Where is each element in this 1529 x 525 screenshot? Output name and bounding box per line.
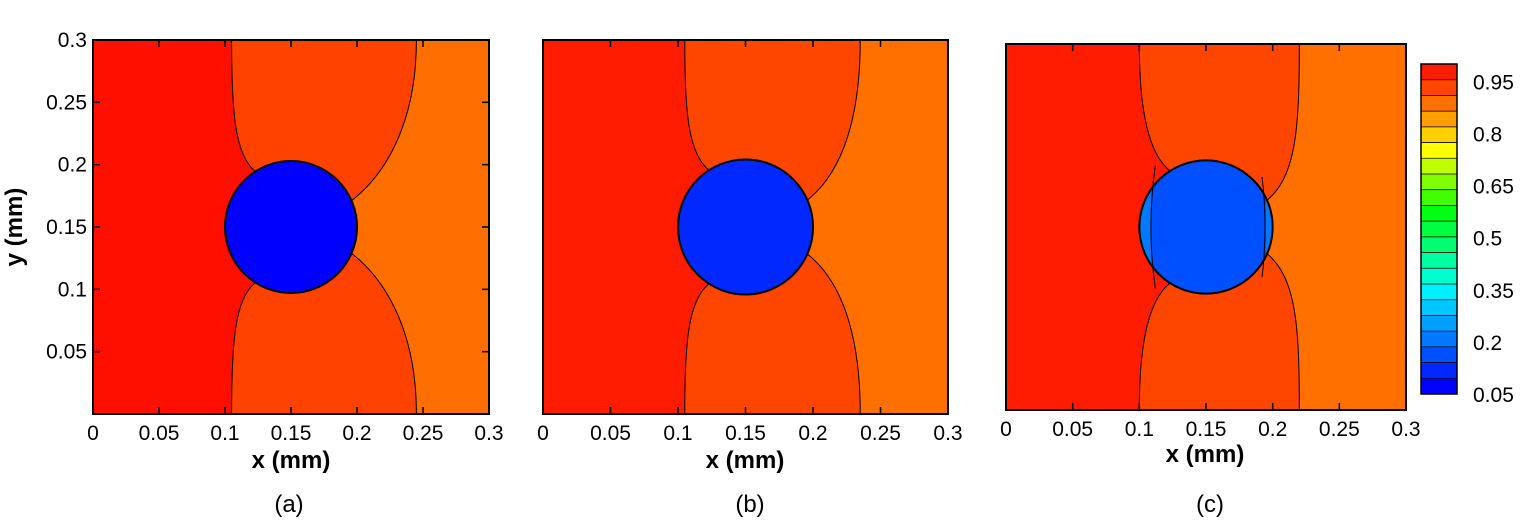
x-tick-label: 0.15 <box>1186 418 1227 441</box>
x-tick-label: 0.1 <box>210 422 239 445</box>
x-axis-label: x (mm) <box>706 447 785 474</box>
colorbar-band <box>1421 174 1457 191</box>
region-right <box>347 40 489 414</box>
panel-a: 0 0.05 0.1 0.15 0.2 0.25 0.3 0.05 0.1 0.15 0.2 0.2… <box>1 29 504 518</box>
y-tick-label: 0.05 <box>46 341 87 364</box>
y-axis-label: y (mm) <box>1 188 28 267</box>
particle-circle <box>677 158 814 296</box>
x-tick-label: 0 <box>87 422 99 445</box>
region-right <box>802 40 948 414</box>
x-ticks: 0 0.05 0.1 0.15 0.2 0.25 0.3 <box>1000 44 1421 441</box>
x-tick-label: 0 <box>1000 418 1012 441</box>
contour-line-left <box>231 40 256 414</box>
panel-caption: (b) <box>735 491 764 518</box>
particle-core <box>1151 160 1266 294</box>
colorbar-band <box>1421 111 1457 128</box>
x-tick-label: 0.25 <box>1319 418 1360 441</box>
colorbar-band <box>1421 79 1457 96</box>
x-tick-label: 0.05 <box>139 422 180 445</box>
x-tick-label: 0.2 <box>798 422 827 445</box>
colorbar-band <box>1421 362 1457 379</box>
x-tick-label: 0.25 <box>403 422 444 445</box>
region-right <box>1262 44 1406 410</box>
contour-line-left <box>1138 44 1170 410</box>
particle-circle <box>224 160 358 294</box>
colorbar-band <box>1421 189 1457 206</box>
colorbar-bands <box>1421 64 1457 395</box>
x-tick-label: 0.1 <box>663 422 692 445</box>
y-tick-label: 0.1 <box>58 278 87 301</box>
colorbar-band <box>1421 142 1457 159</box>
colorbar: 0.95 0.8 0.65 0.5 0.35 0.2 0.05 <box>1420 63 1514 407</box>
x-ticks: 0 0.05 0.1 0.15 0.2 0.25 0.3 <box>537 40 963 445</box>
x-tick-label: 0.2 <box>1258 418 1287 441</box>
x-tick-label: 0.2 <box>342 422 371 445</box>
particle-circle <box>1138 159 1274 295</box>
rim-line-right <box>1261 176 1266 278</box>
x-tick-label: 0 <box>537 422 549 445</box>
colorbar-label: 0.5 <box>1473 228 1502 251</box>
contour-line-right <box>802 40 861 414</box>
x-axis-label: x (mm) <box>1166 441 1245 468</box>
colorbar-band <box>1421 252 1457 269</box>
x-ticks: 0 0.05 0.1 0.15 0.2 0.25 0.3 <box>87 40 504 445</box>
rim-line-left <box>1150 165 1156 289</box>
colorbar-labels: 0.95 0.8 0.65 0.5 0.35 0.2 0.05 <box>1473 71 1514 407</box>
y-tick-label: 0.3 <box>58 29 87 52</box>
x-tick-label: 0.3 <box>474 422 503 445</box>
x-tick-label: 0.3 <box>1391 418 1420 441</box>
colorbar-band <box>1421 64 1457 81</box>
panel-b: 0 0.05 0.1 0.15 0.2 0.25 0.3 x (mm) (b) <box>537 39 963 518</box>
x-tick-label: 0.05 <box>1052 418 1093 441</box>
colorbar-band <box>1421 299 1457 316</box>
colorbar-frame <box>1420 63 1458 395</box>
contour-line-right <box>346 40 417 414</box>
y-tick-label: 0.15 <box>46 216 87 239</box>
colorbar-band <box>1421 158 1457 175</box>
colorbar-band <box>1421 268 1457 285</box>
x-tick-label: 0.1 <box>1125 418 1154 441</box>
contour-line-left <box>684 40 709 414</box>
colorbar-band <box>1421 378 1457 395</box>
panel-caption: (c) <box>1196 491 1224 518</box>
y-tick-label: 0.2 <box>58 154 87 177</box>
colorbar-band <box>1421 284 1457 301</box>
x-tick-label: 0.25 <box>860 422 901 445</box>
colorbar-band <box>1421 331 1457 348</box>
x-tick-label: 0.15 <box>271 422 312 445</box>
colorbar-band <box>1421 126 1457 144</box>
x-axis-label: x (mm) <box>252 447 331 474</box>
colorbar-label: 0.8 <box>1473 123 1502 146</box>
contour-line-right <box>1262 44 1300 410</box>
colorbar-band <box>1421 236 1457 254</box>
panel-caption: (a) <box>274 491 303 518</box>
colorbar-band <box>1421 346 1457 364</box>
y-tick-label: 0.25 <box>46 91 87 114</box>
colorbar-label: 0.65 <box>1473 176 1514 199</box>
colorbar-band <box>1421 205 1457 222</box>
colorbar-label: 0.2 <box>1473 332 1502 355</box>
y-ticks: 0.05 0.1 0.15 0.2 0.25 0.3 <box>46 29 489 364</box>
colorbar-band <box>1421 95 1457 112</box>
colorbar-band <box>1421 221 1457 238</box>
x-tick-label: 0.3 <box>933 422 962 445</box>
panel-c: 0 0.05 0.1 0.15 0.2 0.25 0.3 x (mm) (c) <box>1000 43 1421 518</box>
x-tick-label: 0.05 <box>590 422 631 445</box>
colorbar-label: 0.35 <box>1473 280 1514 303</box>
colorbar-label: 0.05 <box>1473 384 1514 407</box>
colorbar-label: 0.95 <box>1473 71 1514 94</box>
x-tick-label: 0.15 <box>725 422 766 445</box>
colorbar-band <box>1421 315 1457 332</box>
